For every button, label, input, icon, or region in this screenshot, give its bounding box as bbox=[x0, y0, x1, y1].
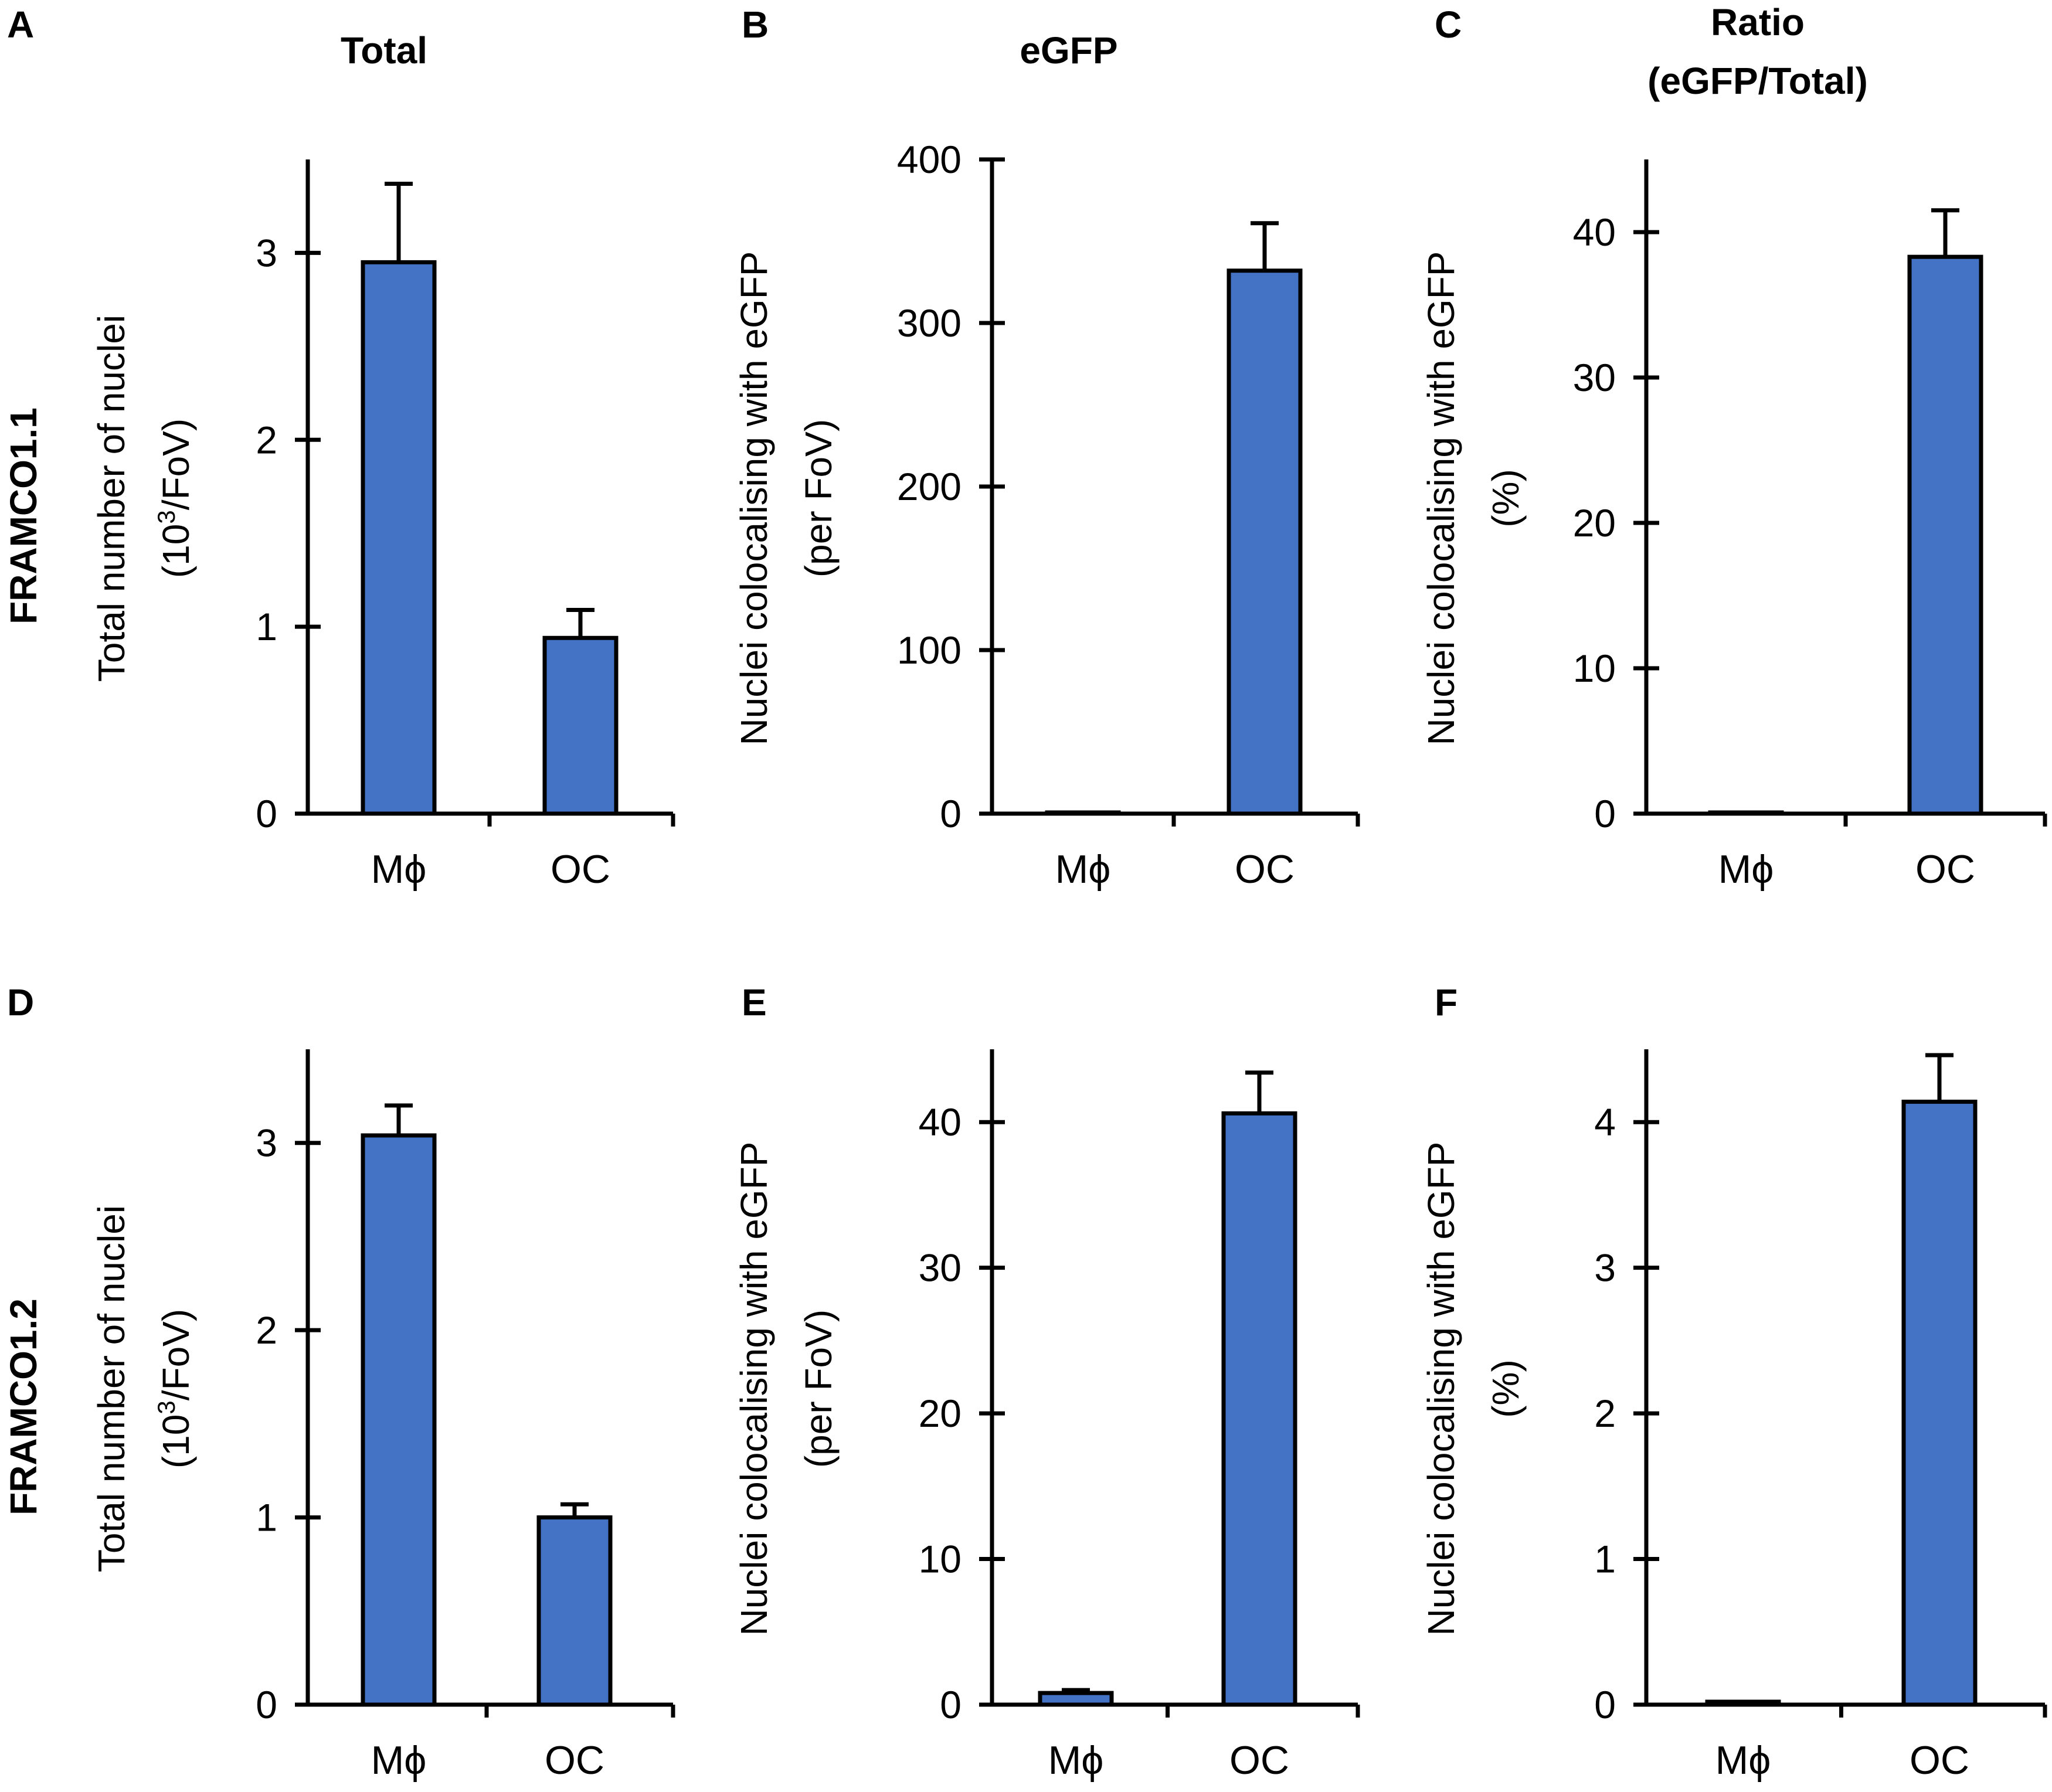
bar-oc bbox=[1901, 1099, 1978, 1707]
bar-mphi bbox=[361, 260, 437, 816]
bar-mphi bbox=[1705, 1699, 1781, 1707]
y-tick-label: 20 bbox=[1573, 501, 1616, 545]
y-axis-title-line2: (per FoV) bbox=[797, 1310, 840, 1468]
y-tick-label: 200 bbox=[897, 465, 962, 508]
panel-f: F 0 1 2 3 4 Mϕ OC Nuclei colocalising with eGFP (… bbox=[1420, 981, 2047, 1783]
category-label: Mϕ bbox=[1048, 1738, 1104, 1783]
bar-oc bbox=[542, 635, 619, 816]
y-tick-label: 0 bbox=[940, 1683, 962, 1726]
y-axis-title-line2: (103/FoV) bbox=[152, 419, 197, 578]
y-tick-label: 10 bbox=[919, 1538, 962, 1581]
panel-letter: D bbox=[7, 981, 34, 1023]
y-tick-label: 1 bbox=[1594, 1538, 1616, 1581]
category-label: Mϕ bbox=[371, 847, 427, 892]
panel-b: B 0 100 200 300 400 Mϕ OC Nuclei colocalising wi… bbox=[733, 4, 1360, 892]
y-axis-title-line1: Nuclei colocalising with eGFP bbox=[733, 251, 775, 746]
y-tick-label: 40 bbox=[919, 1100, 962, 1144]
y-axis-title-line1: Nuclei colocalising with eGFP bbox=[1420, 1142, 1462, 1636]
y-tick-label: 3 bbox=[256, 1121, 277, 1165]
panel-letter: A bbox=[7, 4, 34, 46]
y-tick-label: 30 bbox=[919, 1246, 962, 1290]
y-axis-title-superscript: 3 bbox=[152, 1400, 180, 1414]
category-label: Mϕ bbox=[1055, 847, 1111, 892]
category-label: OC bbox=[551, 847, 610, 892]
bar-oc bbox=[1907, 254, 1983, 816]
y-tick-label: 0 bbox=[940, 792, 962, 835]
y-tick-label: 100 bbox=[897, 628, 962, 672]
bar-oc bbox=[536, 1515, 613, 1707]
y-tick-label: 3 bbox=[1594, 1246, 1616, 1290]
y-axis-title-part: /FoV) bbox=[155, 419, 197, 510]
category-label: OC bbox=[1910, 1738, 1969, 1783]
panel-letter: C bbox=[1435, 4, 1462, 46]
y-tick-label: 0 bbox=[256, 792, 277, 835]
row-label-framco1-2: FRAMCO1.2 bbox=[2, 1298, 45, 1515]
y-tick-label: 20 bbox=[919, 1392, 962, 1435]
y-axis-title-part: /FoV) bbox=[155, 1309, 197, 1400]
y-tick-label: 400 bbox=[897, 138, 962, 181]
y-tick-label: 0 bbox=[1594, 1683, 1616, 1726]
y-tick-label: 2 bbox=[256, 1308, 277, 1352]
panel-letter: F bbox=[1435, 981, 1458, 1023]
y-tick-label: 30 bbox=[1573, 356, 1616, 399]
column-title-ratio-line2: (eGFP/Total) bbox=[1647, 60, 1868, 102]
y-tick-label: 0 bbox=[1594, 792, 1616, 835]
bar-oc bbox=[1221, 1111, 1297, 1707]
y-axis-title-line1: Total number of nuclei bbox=[90, 1205, 133, 1572]
y-axis-title-line2: (%) bbox=[1484, 469, 1527, 528]
category-label: OC bbox=[1229, 1738, 1289, 1783]
column-title-total: Total bbox=[341, 29, 427, 72]
category-label: OC bbox=[1235, 847, 1295, 892]
bar-mphi bbox=[361, 1133, 437, 1707]
y-tick-label: 1 bbox=[256, 1496, 277, 1539]
y-tick-label: 1 bbox=[256, 605, 277, 648]
column-title-egfp: eGFP bbox=[1020, 29, 1117, 72]
y-tick-label: 2 bbox=[1594, 1392, 1616, 1435]
category-label: Mϕ bbox=[1718, 847, 1774, 892]
y-tick-label: 4 bbox=[1594, 1100, 1616, 1144]
y-tick-label: 300 bbox=[897, 301, 962, 345]
y-tick-label: 2 bbox=[256, 418, 277, 461]
category-label: Mϕ bbox=[1715, 1738, 1771, 1783]
category-label: OC bbox=[545, 1738, 604, 1783]
y-axis-title-part: (10 bbox=[155, 524, 197, 579]
y-tick-label: 0 bbox=[256, 1683, 277, 1726]
bar-mphi bbox=[1045, 810, 1121, 816]
column-title-ratio-line1: Ratio bbox=[1711, 1, 1805, 43]
panel-c: C 0 10 20 30 40 Mϕ OC Nuclei colocalising with e… bbox=[1420, 4, 2047, 892]
panel-letter: B bbox=[742, 4, 769, 46]
category-label: OC bbox=[1915, 847, 1975, 892]
category-label: Mϕ bbox=[371, 1738, 427, 1783]
bar-oc bbox=[1227, 268, 1303, 816]
y-tick-label: 3 bbox=[256, 231, 277, 274]
panel-e: E 0 10 20 30 40 Mϕ OC Nuclei colocalising with e… bbox=[733, 981, 1360, 1783]
y-axis-title-part: (10 bbox=[155, 1414, 197, 1469]
bar-mphi bbox=[1708, 810, 1784, 816]
y-axis-title-line2: (%) bbox=[1484, 1359, 1527, 1418]
y-axis-title-line2: (103/FoV) bbox=[152, 1309, 197, 1468]
y-axis-title-superscript: 3 bbox=[152, 510, 180, 523]
y-axis-title-line1: Total number of nuclei bbox=[90, 315, 133, 682]
y-axis-title-line1: Nuclei colocalising with eGFP bbox=[1420, 251, 1462, 746]
panel-letter: E bbox=[742, 981, 767, 1023]
y-tick-label: 10 bbox=[1573, 647, 1616, 690]
bar-mphi bbox=[1038, 1691, 1114, 1707]
y-axis-title-line2: (per FoV) bbox=[797, 419, 840, 577]
y-tick-label: 40 bbox=[1573, 210, 1616, 254]
row-label-framco1-1: FRAMCO1.1 bbox=[2, 407, 45, 624]
y-axis-title-line1: Nuclei colocalising with eGFP bbox=[733, 1142, 775, 1636]
